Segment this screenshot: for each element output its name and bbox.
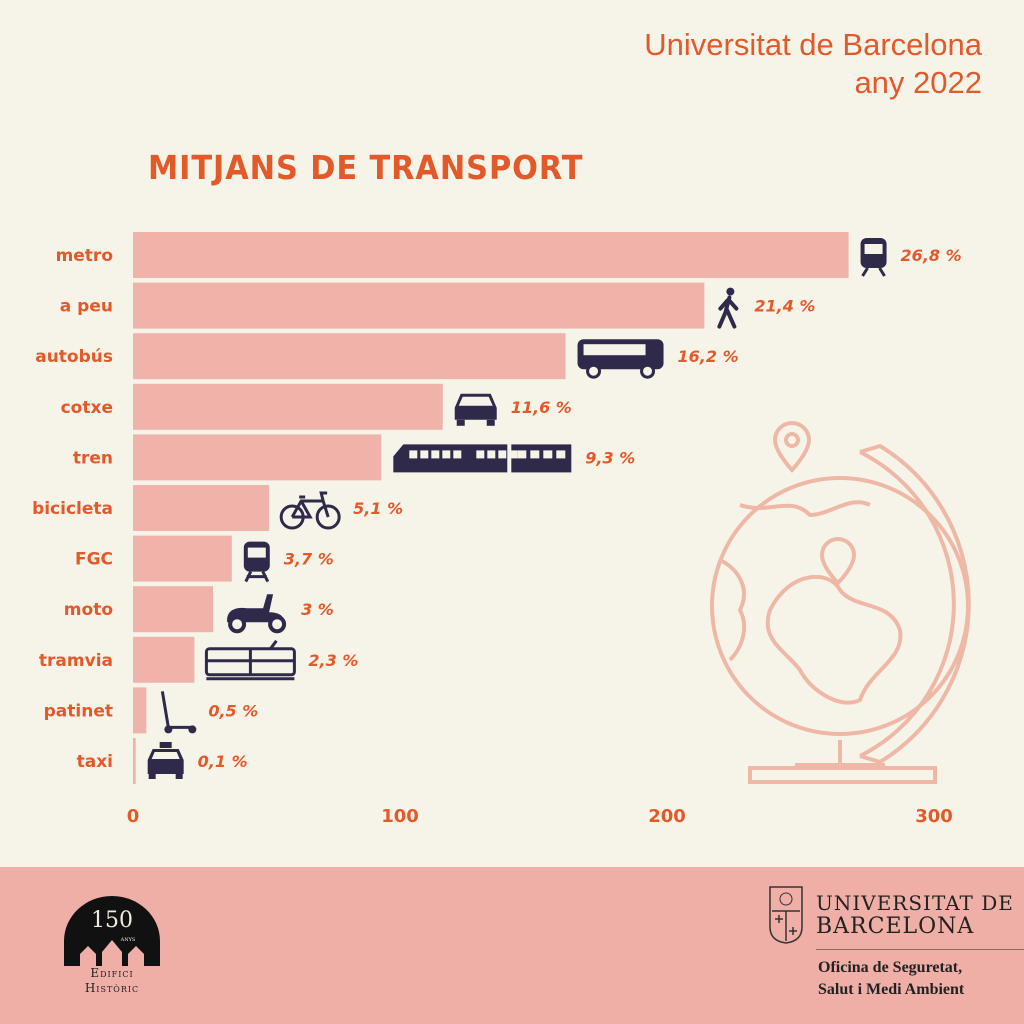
header: Universitat de Barcelona any 2022 — [644, 26, 982, 102]
footer — [0, 867, 1024, 1024]
kick-scooter-icon — [160, 691, 197, 734]
ub-name-line1: UNIVERSITAT DE — [816, 891, 1014, 915]
office-line1: Oficina de Seguretat, — [818, 959, 963, 976]
office-name: Oficina de Seguretat, Salut i Medi Ambie… — [818, 957, 964, 1001]
bar-group: tren 9,3 % — [73, 434, 635, 481]
category-label: taxi — [77, 752, 113, 772]
data-label: 0,1 % — [198, 752, 248, 771]
header-university: Universitat de Barcelona — [644, 27, 982, 62]
bar-4 — [133, 434, 382, 481]
data-label: 11,6 % — [511, 398, 572, 417]
category-label: tren — [73, 448, 113, 468]
bar-8 — [133, 636, 195, 683]
bar-group: patinet 0,5 % — [44, 687, 258, 734]
fgc-train-icon — [243, 541, 270, 583]
ub-logo: UNIVERSITAT DE BARCELONA Oficina de Segu… — [766, 883, 1024, 998]
category-label: cotxe — [61, 398, 113, 418]
data-label: 0,5 % — [208, 701, 258, 720]
category-label: tramvia — [39, 651, 113, 671]
x-tick-label: 200 — [648, 806, 686, 827]
data-label: 26,8 % — [901, 246, 962, 265]
bar-group: autobús 16,2 % — [35, 333, 739, 380]
bar-10 — [133, 738, 136, 784]
logo-line1: Edifici — [90, 966, 134, 980]
category-label: bicicleta — [32, 499, 113, 519]
scooter-moto-icon — [227, 594, 287, 634]
bar-group: FGC 3,7 % — [75, 535, 334, 583]
category-label: autobús — [35, 347, 113, 367]
office-line2: Salut i Medi Ambient — [818, 981, 965, 998]
data-label: 2,3 % — [308, 651, 358, 670]
data-label: 3,7 % — [284, 550, 334, 569]
data-label: 16,2 % — [678, 347, 739, 366]
bar-group: metro 26,8 % — [56, 232, 962, 278]
divider — [816, 949, 1024, 950]
logo-line2: Històric — [84, 981, 140, 995]
bar-chart: metro 26,8 % a peu 21,4 % autobús 16,2 % cotxe… — [32, 232, 971, 827]
bar-group: tramvia 2,3 % — [39, 636, 358, 683]
bar-7 — [133, 586, 214, 633]
bar-group: bicicleta 5,1 % — [32, 485, 403, 531]
bar-2 — [133, 333, 566, 380]
data-label: 3 % — [301, 600, 334, 619]
x-tick-label: 300 — [915, 806, 953, 827]
ub-name-line2: BARCELONA — [816, 914, 975, 939]
train-icon — [393, 444, 572, 473]
bar-group: moto 3 % — [64, 586, 334, 634]
category-label: patinet — [44, 701, 113, 721]
bar-3 — [133, 383, 443, 430]
category-label: a peu — [60, 297, 113, 317]
bicycle-icon — [279, 491, 341, 530]
bar-group: cotxe 11,6 % — [61, 383, 572, 430]
logo-anys: ANYS — [120, 937, 136, 943]
bar-group: taxi 0,1 % — [77, 738, 248, 784]
walking-person-icon — [717, 287, 739, 329]
category-label: FGC — [75, 550, 113, 570]
metro-icon — [860, 238, 887, 277]
globe-decoration-icon — [710, 421, 971, 784]
ub-shield-icon — [769, 886, 803, 944]
category-label: moto — [64, 600, 113, 620]
tram-icon — [204, 639, 296, 681]
150-anys-logo: 150 ANYS — [64, 896, 160, 966]
header-year: any 2022 — [854, 65, 982, 100]
bar-5 — [133, 485, 270, 531]
logo-number: 150 — [91, 908, 133, 933]
data-label: 5,1 % — [353, 499, 403, 518]
bar-group: a peu 21,4 % — [60, 282, 815, 329]
category-label: metro — [56, 246, 113, 266]
data-label: 9,3 % — [585, 448, 635, 467]
ub-name: UNIVERSITAT DE BARCELONA — [816, 891, 1014, 939]
bar-1 — [133, 282, 705, 329]
bar-6 — [133, 535, 232, 582]
bar-9 — [133, 687, 147, 734]
logo-caption: Edifici Històric — [62, 966, 162, 996]
car-icon — [454, 393, 497, 426]
data-label: 21,4 % — [754, 297, 815, 316]
x-tick-label: 0 — [127, 806, 140, 827]
chart-title: MITJANS DE TRANSPORT — [148, 148, 584, 187]
x-tick-label: 100 — [381, 806, 419, 827]
bar-0 — [133, 232, 849, 278]
bus-icon — [577, 339, 664, 379]
taxi-icon — [147, 742, 184, 779]
